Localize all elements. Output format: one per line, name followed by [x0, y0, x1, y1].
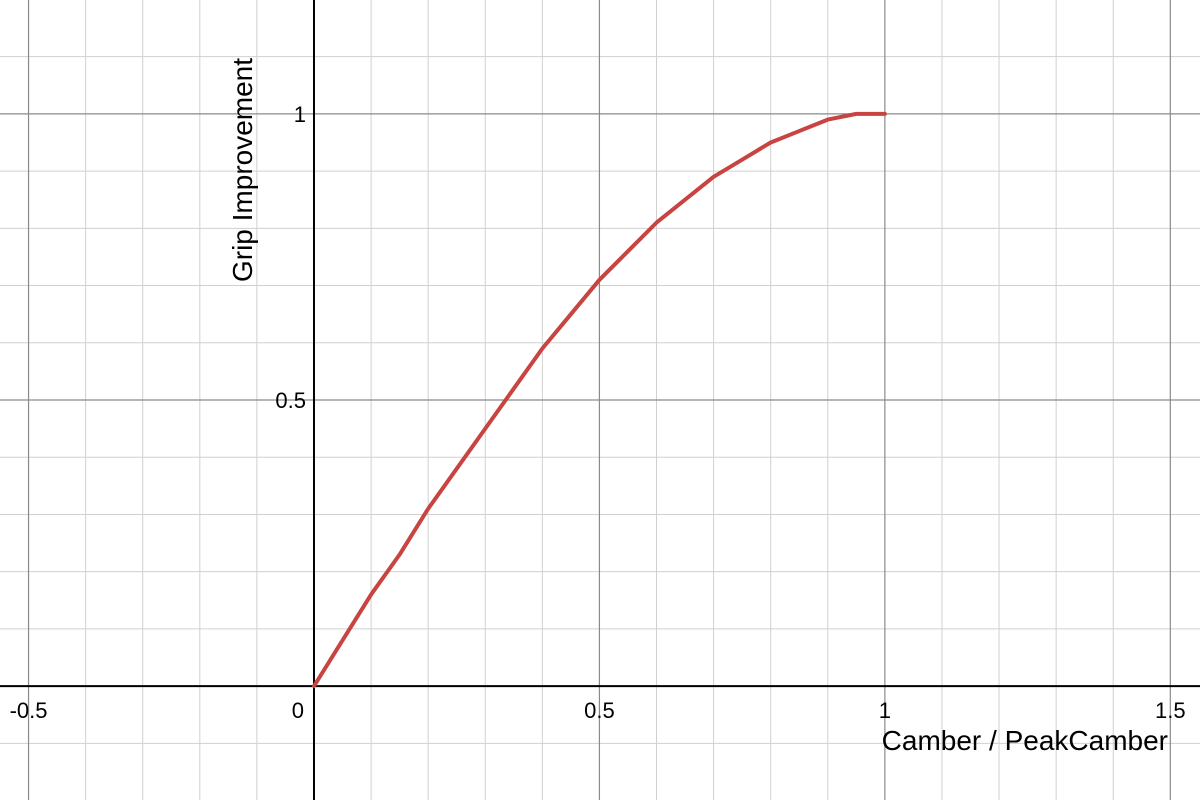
marks	[311, 111, 887, 689]
x-tick-label: 1	[879, 698, 891, 723]
curve	[311, 111, 887, 689]
y-tick-label: 1	[294, 102, 306, 127]
x-tick-label: 1.5	[1155, 698, 1186, 723]
y-tick-label: 0.5	[275, 388, 306, 413]
y-axis-label: Grip Improvement	[227, 58, 258, 282]
x-axis-label: Camber / PeakCamber	[882, 725, 1168, 756]
x-tick-label: -0.5	[10, 698, 48, 723]
x-tick-label: 0.5	[584, 698, 615, 723]
labels: Camber / PeakCamber Grip Improvement -0.…	[10, 58, 1186, 756]
x-tick-label: 0	[292, 698, 304, 723]
